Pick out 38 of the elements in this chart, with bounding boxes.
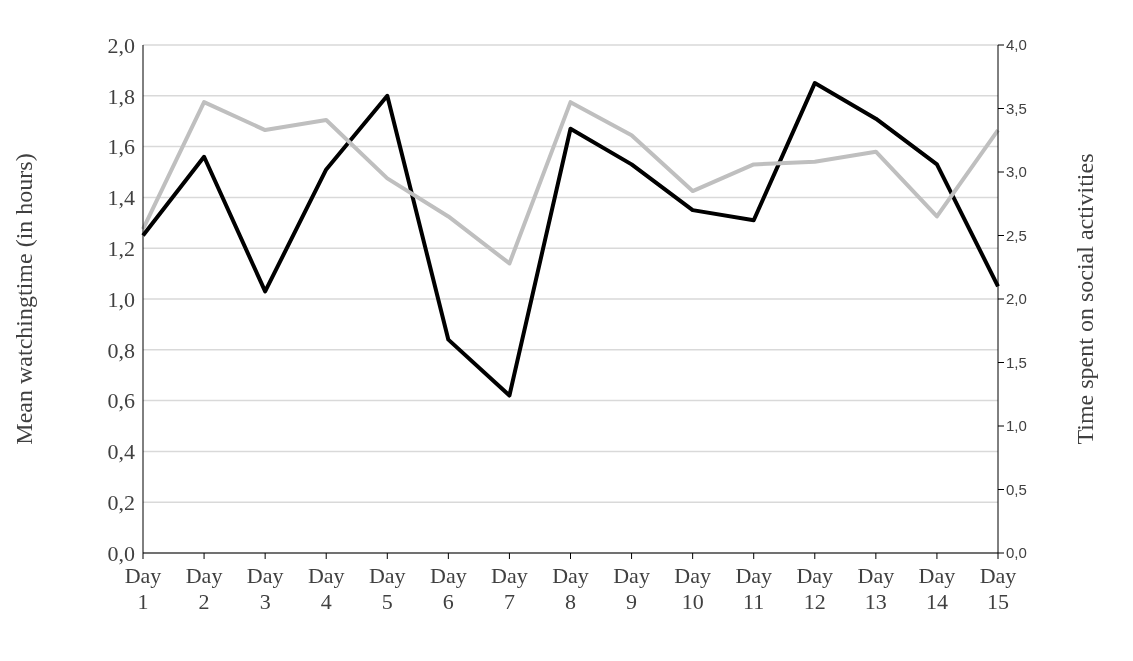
line-series — [141, 100, 1000, 266]
x-tick-label: Day 6 — [430, 563, 467, 614]
x-tick-label: Day 2 — [185, 563, 223, 614]
y2-tick-label: 1,5 — [1006, 353, 1027, 371]
x-tick-label: Day 5 — [368, 563, 406, 614]
y-tick-label: 0,8 — [107, 337, 135, 363]
y-axis-title: Mean watchingtime (in hours) — [10, 153, 37, 445]
x-tick-label: Day 13 — [857, 563, 895, 614]
y2-axis-title: Time spent on social activities — [1071, 153, 1098, 445]
x-tick-label: Day 10 — [674, 563, 711, 614]
x-tick-label: Day 9 — [613, 563, 650, 614]
x-tick-label: Day 7 — [491, 563, 528, 614]
x-tick-label: Day 15 — [979, 563, 1017, 614]
x-tick-label: Day 1 — [124, 563, 162, 614]
y2-tick-label: 0,0 — [1006, 544, 1027, 562]
y-tick-label: 2,0 — [107, 32, 135, 58]
y-tick-label: 1,6 — [107, 134, 135, 160]
y-tick-label: 1,0 — [107, 286, 135, 312]
y2-tick-label: 2,5 — [1006, 226, 1027, 244]
y2-tick-label: 0,5 — [1006, 480, 1027, 498]
y2-tick-label: 1,0 — [1006, 417, 1027, 435]
y2-tick-label: 4,0 — [1006, 36, 1027, 54]
x-tick-label: Day 12 — [796, 563, 834, 614]
x-tick-label: Day 11 — [735, 563, 773, 614]
y2-tick-label: 2,0 — [1006, 290, 1027, 308]
y-tick-label: 1,4 — [107, 185, 135, 211]
y2-tick-label: 3,0 — [1006, 163, 1027, 181]
x-tick-label: Day 4 — [307, 563, 345, 614]
x-tick-label: Day 3 — [246, 563, 284, 614]
y-tick-label: 0,0 — [107, 540, 135, 566]
x-tick-label: Day 8 — [552, 563, 589, 614]
x-tick-label: Day 14 — [918, 563, 956, 614]
y-tick-label: 1,8 — [107, 83, 135, 109]
y-tick-label: 0,6 — [107, 388, 135, 414]
y2-tick-label: 3,5 — [1006, 99, 1027, 117]
y-tick-label: 1,2 — [107, 236, 135, 262]
y-tick-label: 0,2 — [107, 490, 135, 516]
y-tick-label: 0,4 — [107, 439, 135, 465]
